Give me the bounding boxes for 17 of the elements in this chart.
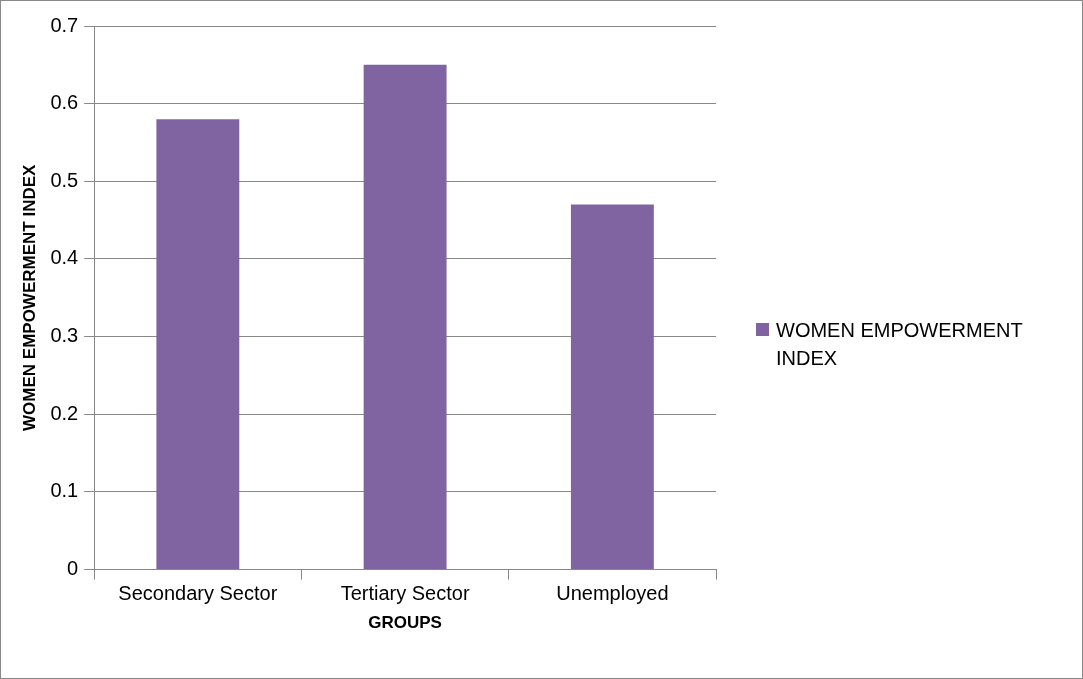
bar bbox=[156, 119, 240, 570]
y-tick-label: 0.3 bbox=[50, 324, 79, 347]
y-tick-label: 0 bbox=[67, 557, 79, 580]
y-tick-label: 0.6 bbox=[50, 91, 79, 114]
x-axis-title: GROUPS bbox=[368, 613, 442, 633]
y-tick-label: 0.5 bbox=[50, 168, 79, 191]
legend-label: WOMEN EMPOWERMENT INDEX bbox=[776, 318, 1024, 371]
x-tick-label: Secondary Sector bbox=[118, 582, 278, 605]
x-tick-label: Tertiary Sector bbox=[340, 582, 470, 605]
y-tick-label: 0.7 bbox=[50, 13, 79, 36]
y-axis-title: WOMEN EMPOWERMENT INDEX bbox=[19, 163, 39, 431]
y-tick-label: 0.2 bbox=[50, 401, 79, 424]
x-tick-label: Unemployed bbox=[556, 582, 669, 605]
bar bbox=[363, 64, 447, 570]
y-tick-label: 0.4 bbox=[50, 246, 79, 269]
y-tick-label: 0.1 bbox=[50, 479, 79, 502]
bar bbox=[570, 204, 654, 570]
